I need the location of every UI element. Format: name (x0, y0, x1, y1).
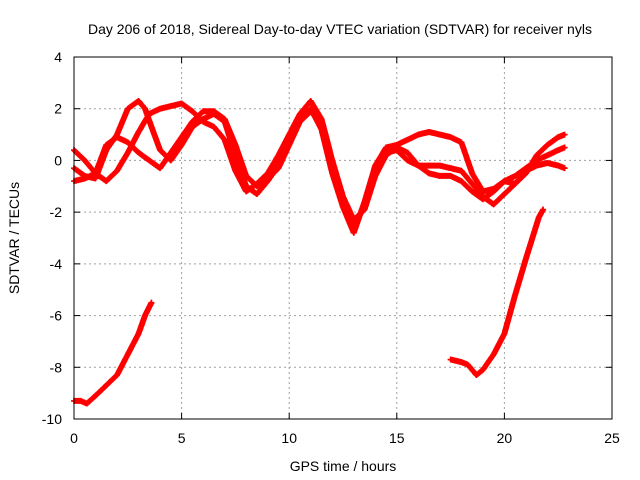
marker-trail (480, 352, 496, 372)
marker-trail (148, 124, 163, 152)
marker-trail (179, 119, 195, 140)
marker-trail (265, 166, 281, 181)
marker-trail (512, 168, 529, 186)
marker-trail (93, 383, 109, 398)
marker-trail (329, 163, 346, 204)
marker-trail (168, 142, 184, 163)
marker-trail (458, 140, 475, 176)
marker-trail (308, 109, 324, 127)
marker-trail (179, 101, 195, 114)
data-point (561, 131, 568, 138)
y-tick-label: -8 (50, 359, 63, 375)
marker-trail (373, 150, 389, 168)
marker-trail (125, 140, 141, 155)
marker-trail (265, 153, 281, 176)
marker-trail (286, 119, 303, 147)
marker-trail (286, 111, 303, 137)
marker-trail (136, 111, 152, 134)
y-tick-label: 4 (54, 49, 62, 65)
y-tick-label: 0 (54, 152, 62, 168)
marker-trail (104, 168, 120, 184)
axis-ticks: 0 5 10 15 20 25 -10 -8 -6 -4 -2 0 2 4 (42, 49, 620, 446)
marker-trail (459, 168, 475, 186)
x-tick-label: 20 (497, 430, 513, 446)
marker-trail (512, 256, 529, 297)
marker-trail (222, 117, 238, 147)
marker-trail (114, 150, 131, 173)
grid-lines (74, 57, 612, 419)
marker-trail (502, 181, 518, 197)
x-tick-label: 15 (389, 430, 405, 446)
plot-frame (73, 56, 613, 420)
data-markers (71, 97, 568, 407)
marker-trail (501, 293, 518, 336)
marker-trail (125, 331, 141, 357)
marker-trail (545, 134, 561, 148)
marker-trail (340, 199, 357, 227)
y-tick-label: -10 (42, 411, 62, 427)
x-axis-label: GPS time / hours (290, 458, 397, 474)
marker-trail (308, 99, 324, 122)
marker-trail (142, 300, 154, 318)
x-tick-label: 25 (604, 430, 620, 446)
marker-trail (275, 143, 292, 171)
marker-trail (351, 205, 367, 228)
data-point (561, 165, 568, 172)
marker-trail (104, 372, 120, 388)
marker-trail (534, 142, 550, 158)
marker-trail (244, 173, 260, 189)
data-point (561, 144, 568, 151)
marker-trail (71, 147, 87, 163)
marker-trail (232, 168, 249, 194)
marker-trail (491, 178, 507, 194)
x-tick-label: 5 (178, 430, 186, 446)
data-point (540, 206, 547, 213)
marker-trail (491, 331, 507, 357)
y-tick-label: -2 (50, 204, 63, 220)
marker-trail (276, 132, 292, 158)
marker-trail (222, 137, 238, 173)
marker-trail (71, 165, 87, 179)
data-point (148, 299, 155, 306)
marker-trail (168, 135, 184, 155)
x-tick-label: 10 (281, 430, 297, 446)
y-tick-label: 2 (54, 101, 62, 117)
series-track-4 (71, 299, 155, 407)
marker-trail (190, 109, 206, 124)
marker-trail (179, 124, 195, 147)
y-tick-label: -6 (50, 308, 63, 324)
marker-trail (469, 181, 486, 199)
marker-trail (465, 362, 479, 378)
marker-trail (459, 178, 475, 194)
series-track-5 (447, 206, 547, 379)
marker-trail (211, 108, 227, 122)
marker-trail (361, 163, 378, 209)
y-tick-label: -4 (50, 256, 63, 272)
series-track-3 (71, 108, 568, 229)
chart-title: Day 206 of 2018, Sidereal Day-to-day VTE… (88, 21, 592, 37)
marker-trail (469, 171, 486, 194)
x-tick-label: 0 (70, 430, 78, 446)
marker-trail (254, 176, 270, 189)
marker-trail (92, 143, 109, 176)
marker-trail (394, 147, 410, 163)
marker-trail (232, 153, 249, 189)
marker-trail (211, 124, 227, 142)
marker-trail (114, 352, 131, 377)
marker-trail (491, 191, 507, 207)
marker-trail (318, 122, 335, 168)
marker-trail (232, 143, 249, 178)
marker-trail (114, 106, 131, 137)
y-axis-label: SDTVAR / TECUs (6, 182, 22, 294)
marker-trail (157, 150, 174, 171)
marker-trail (136, 150, 152, 163)
